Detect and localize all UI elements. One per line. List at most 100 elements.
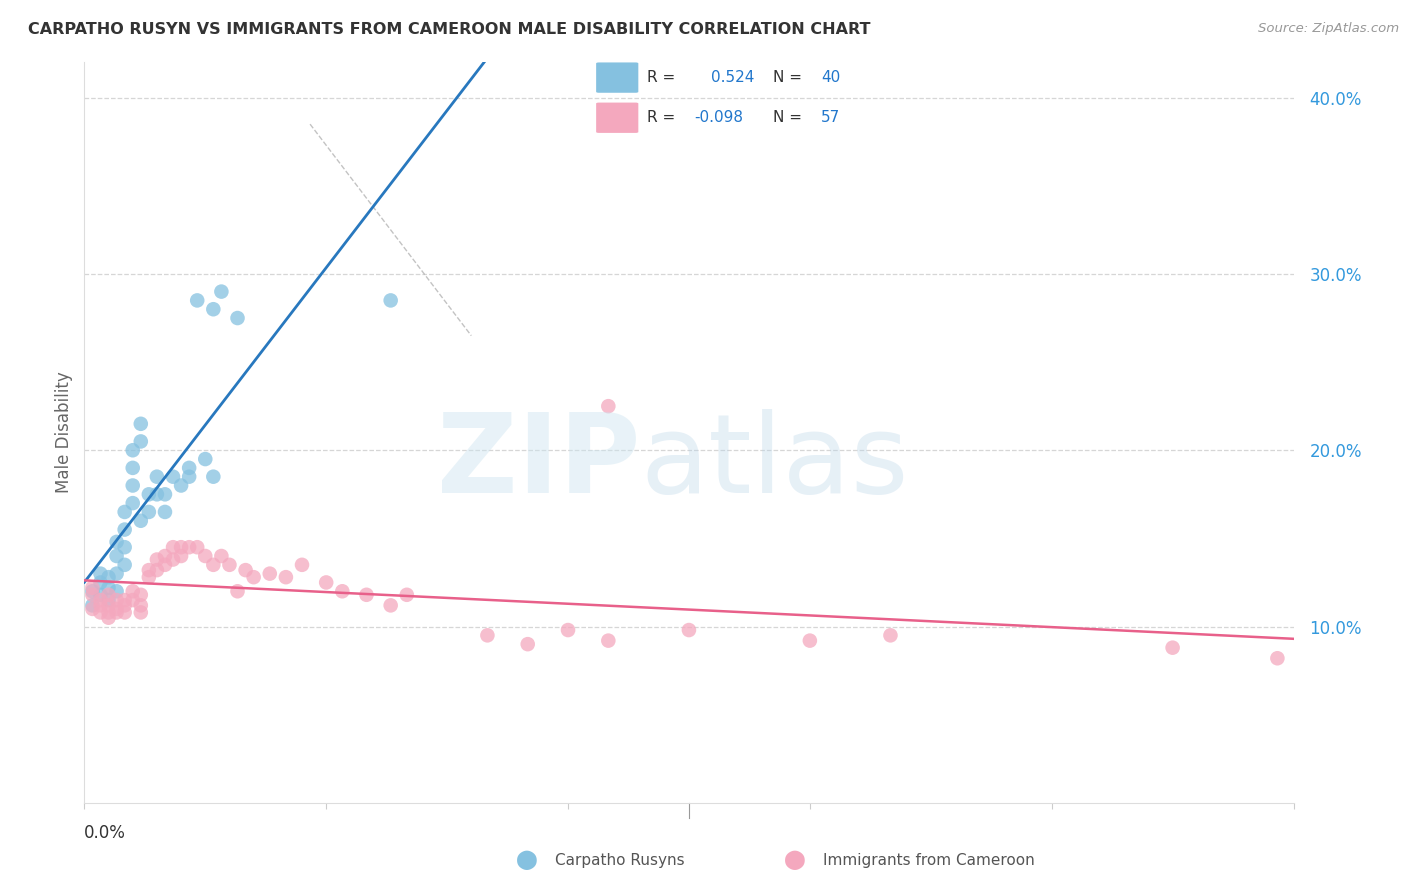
Point <box>105 593 128 607</box>
FancyBboxPatch shape <box>596 62 638 93</box>
Text: 40: 40 <box>821 70 841 85</box>
Point <box>162 540 184 554</box>
Point <box>226 311 249 326</box>
Point <box>138 487 160 501</box>
FancyBboxPatch shape <box>596 103 638 133</box>
Point <box>105 535 128 549</box>
Point <box>202 558 225 572</box>
Point <box>274 570 297 584</box>
Point <box>89 566 111 581</box>
Point <box>153 549 176 563</box>
Point <box>105 602 128 616</box>
Point <box>121 443 143 458</box>
Point <box>97 570 120 584</box>
Text: Source: ZipAtlas.com: Source: ZipAtlas.com <box>1258 22 1399 36</box>
Point <box>202 302 225 317</box>
Y-axis label: Male Disability: Male Disability <box>55 372 73 493</box>
Text: ZIP: ZIP <box>437 409 641 516</box>
Text: 57: 57 <box>821 111 841 125</box>
Point <box>82 584 104 599</box>
Point <box>89 588 111 602</box>
Point <box>218 558 240 572</box>
Point <box>138 505 160 519</box>
Point <box>1161 640 1184 655</box>
Point <box>129 599 152 613</box>
Text: -0.098: -0.098 <box>695 111 744 125</box>
Point <box>97 581 120 595</box>
Point <box>97 606 120 620</box>
Text: ⬤: ⬤ <box>516 851 538 871</box>
Point <box>162 552 184 566</box>
Point <box>477 628 499 642</box>
Point <box>82 599 104 613</box>
Point <box>97 610 120 624</box>
Text: 0.0%: 0.0% <box>84 823 127 841</box>
Point <box>121 478 143 492</box>
Text: N =: N = <box>773 111 803 125</box>
Point <box>678 623 700 637</box>
Point <box>82 602 104 616</box>
Point <box>82 588 104 602</box>
Point <box>598 633 620 648</box>
Point <box>179 461 201 475</box>
Text: ⬤: ⬤ <box>783 851 806 871</box>
Point <box>129 434 152 449</box>
Point <box>105 606 128 620</box>
Point <box>138 570 160 584</box>
Point <box>146 487 169 501</box>
Point <box>356 588 378 602</box>
Point <box>153 487 176 501</box>
Point <box>557 623 579 637</box>
Point <box>179 540 201 554</box>
Point <box>121 461 143 475</box>
Point <box>516 637 538 651</box>
Point <box>202 469 225 483</box>
Point <box>395 588 418 602</box>
Point <box>89 606 111 620</box>
Point <box>114 540 136 554</box>
Point <box>105 566 128 581</box>
Point <box>153 558 176 572</box>
Point <box>146 563 169 577</box>
Point <box>146 552 169 566</box>
Point <box>114 558 136 572</box>
Point <box>226 584 249 599</box>
Point <box>114 606 136 620</box>
Text: Immigrants from Cameroon: Immigrants from Cameroon <box>823 854 1035 868</box>
Point <box>259 566 281 581</box>
Point <box>1267 651 1289 665</box>
Point <box>97 593 120 607</box>
Point <box>380 599 402 613</box>
Point <box>330 584 353 599</box>
Text: atlas: atlas <box>641 409 910 516</box>
Point <box>114 505 136 519</box>
Point <box>186 540 208 554</box>
Point <box>179 469 201 483</box>
Point <box>242 570 264 584</box>
Point <box>129 417 152 431</box>
Point <box>799 633 821 648</box>
Point <box>82 581 104 595</box>
Point <box>194 452 217 467</box>
Point <box>170 540 193 554</box>
Text: R =: R = <box>647 70 675 85</box>
Point <box>153 505 176 519</box>
Point <box>121 496 143 510</box>
Point <box>380 293 402 308</box>
Point <box>186 293 208 308</box>
Point <box>121 584 143 599</box>
Point <box>235 563 257 577</box>
Point <box>170 549 193 563</box>
Point <box>105 584 128 599</box>
Point <box>114 523 136 537</box>
Point <box>89 599 111 613</box>
Point <box>89 593 111 607</box>
Point <box>114 593 136 607</box>
Point <box>138 563 160 577</box>
Point <box>97 599 120 613</box>
Point <box>129 514 152 528</box>
Point <box>114 599 136 613</box>
Text: N =: N = <box>773 70 803 85</box>
Point <box>105 549 128 563</box>
Point <box>162 469 184 483</box>
